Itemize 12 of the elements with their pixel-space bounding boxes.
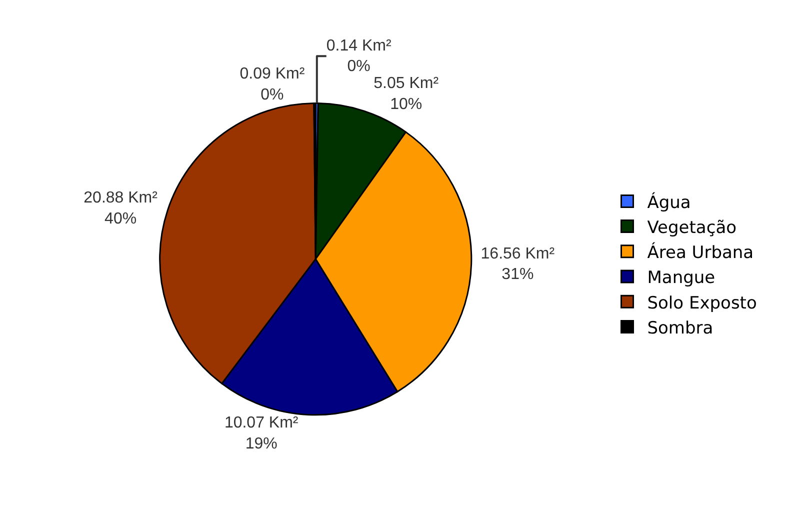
legend-label: Sombra (647, 318, 714, 338)
data-label: 0.09 Km² 0% (240, 65, 306, 104)
legend-label: Solo Exposto (647, 293, 757, 314)
data-label: 16.56 Km² 31% (480, 245, 556, 284)
data-label: 0.14 Km² 0% (326, 37, 392, 76)
legend-label: Água (647, 192, 691, 213)
data-label: 20.88 Km² 40% (84, 190, 158, 228)
legend-label: Área Urbana (647, 242, 754, 264)
data-label: 5.05 Km² 10% (374, 75, 440, 113)
legend-label: Vegetação (647, 218, 737, 238)
legend-label: Mangue (647, 268, 716, 288)
data-label: 10.07 Km² 19% (224, 414, 299, 452)
